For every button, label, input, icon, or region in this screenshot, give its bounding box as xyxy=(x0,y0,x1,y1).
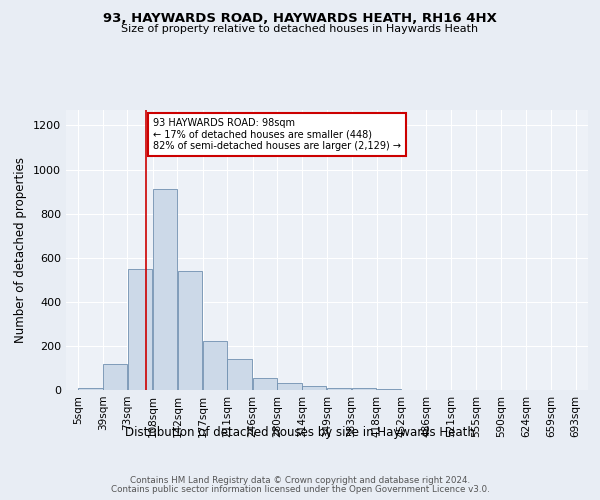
Text: Contains HM Land Registry data © Crown copyright and database right 2024.: Contains HM Land Registry data © Crown c… xyxy=(130,476,470,485)
Y-axis label: Number of detached properties: Number of detached properties xyxy=(14,157,28,343)
Text: Distribution of detached houses by size in Haywards Heath: Distribution of detached houses by size … xyxy=(125,426,475,439)
Text: 93 HAYWARDS ROAD: 98sqm
← 17% of detached houses are smaller (448)
82% of semi-d: 93 HAYWARDS ROAD: 98sqm ← 17% of detache… xyxy=(153,118,401,151)
Bar xyxy=(277,382,302,390)
Bar xyxy=(153,190,177,390)
Text: Contains public sector information licensed under the Open Government Licence v3: Contains public sector information licen… xyxy=(110,485,490,494)
Bar xyxy=(128,268,152,390)
Bar xyxy=(103,364,127,390)
Bar xyxy=(302,386,326,390)
Text: Size of property relative to detached houses in Haywards Heath: Size of property relative to detached ho… xyxy=(121,24,479,34)
Text: 93, HAYWARDS ROAD, HAYWARDS HEATH, RH16 4HX: 93, HAYWARDS ROAD, HAYWARDS HEATH, RH16 … xyxy=(103,12,497,26)
Bar xyxy=(178,271,202,390)
Bar xyxy=(227,359,251,390)
Bar xyxy=(79,388,103,390)
Bar xyxy=(203,342,227,390)
Bar xyxy=(352,388,376,390)
Bar xyxy=(253,378,277,390)
Bar xyxy=(327,388,352,390)
